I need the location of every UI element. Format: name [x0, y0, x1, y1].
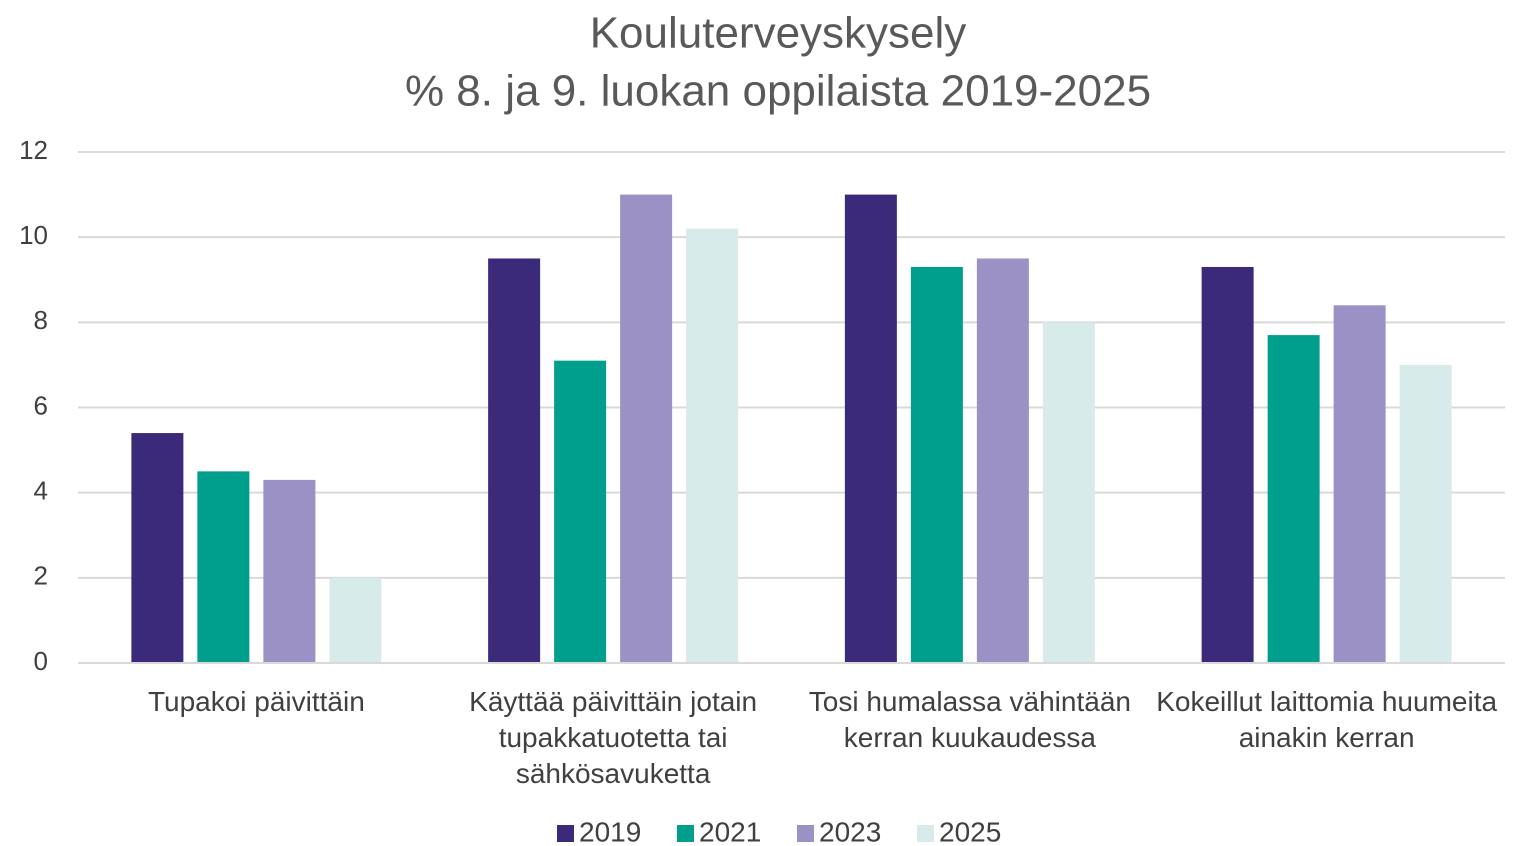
legend-label: 2021 — [699, 816, 761, 846]
legend-label: 2025 — [939, 816, 1001, 846]
bar — [976, 258, 1029, 663]
legend-label: 2019 — [579, 816, 641, 846]
bar — [197, 471, 250, 663]
y-tick-label: 0 — [34, 646, 48, 676]
x-tick-label: Tupakoi päivittäin — [147, 686, 365, 717]
bar — [329, 577, 382, 663]
y-tick-label: 10 — [19, 220, 48, 250]
chart-subtitle: % 8. ja 9. luokan oppilaista 2019-2025 — [405, 67, 1151, 116]
bar — [910, 266, 963, 663]
bar — [1267, 335, 1320, 663]
bar — [1399, 364, 1452, 663]
y-tick-label: 2 — [34, 561, 48, 591]
bar — [1201, 266, 1254, 663]
bar — [1333, 305, 1386, 663]
y-tick-label: 12 — [19, 135, 48, 165]
legend-swatch — [557, 825, 574, 842]
bar — [1042, 322, 1095, 663]
bar — [686, 228, 739, 663]
y-tick-label: 4 — [34, 476, 48, 506]
bar — [131, 433, 184, 663]
bar — [620, 194, 673, 664]
x-tick-label: Kokeillut laittomia huumeita ainakin ker… — [1156, 686, 1498, 753]
bar — [844, 194, 897, 664]
bar — [263, 479, 316, 663]
bar — [554, 360, 607, 663]
x-tick-label: Käyttää päivittäin jotain tupakkatuotett… — [469, 686, 758, 789]
legend-swatch — [677, 825, 694, 842]
legend-label: 2023 — [819, 816, 881, 846]
chart-title: Kouluterveyskysely — [590, 9, 967, 58]
y-tick-label: 6 — [34, 390, 48, 420]
x-tick-label: Tosi humalassa vähintään kerran kuukaude… — [808, 686, 1131, 753]
y-tick-label: 8 — [34, 305, 48, 335]
legend-swatch — [797, 825, 814, 842]
bar — [488, 258, 541, 663]
legend-swatch — [917, 825, 934, 842]
